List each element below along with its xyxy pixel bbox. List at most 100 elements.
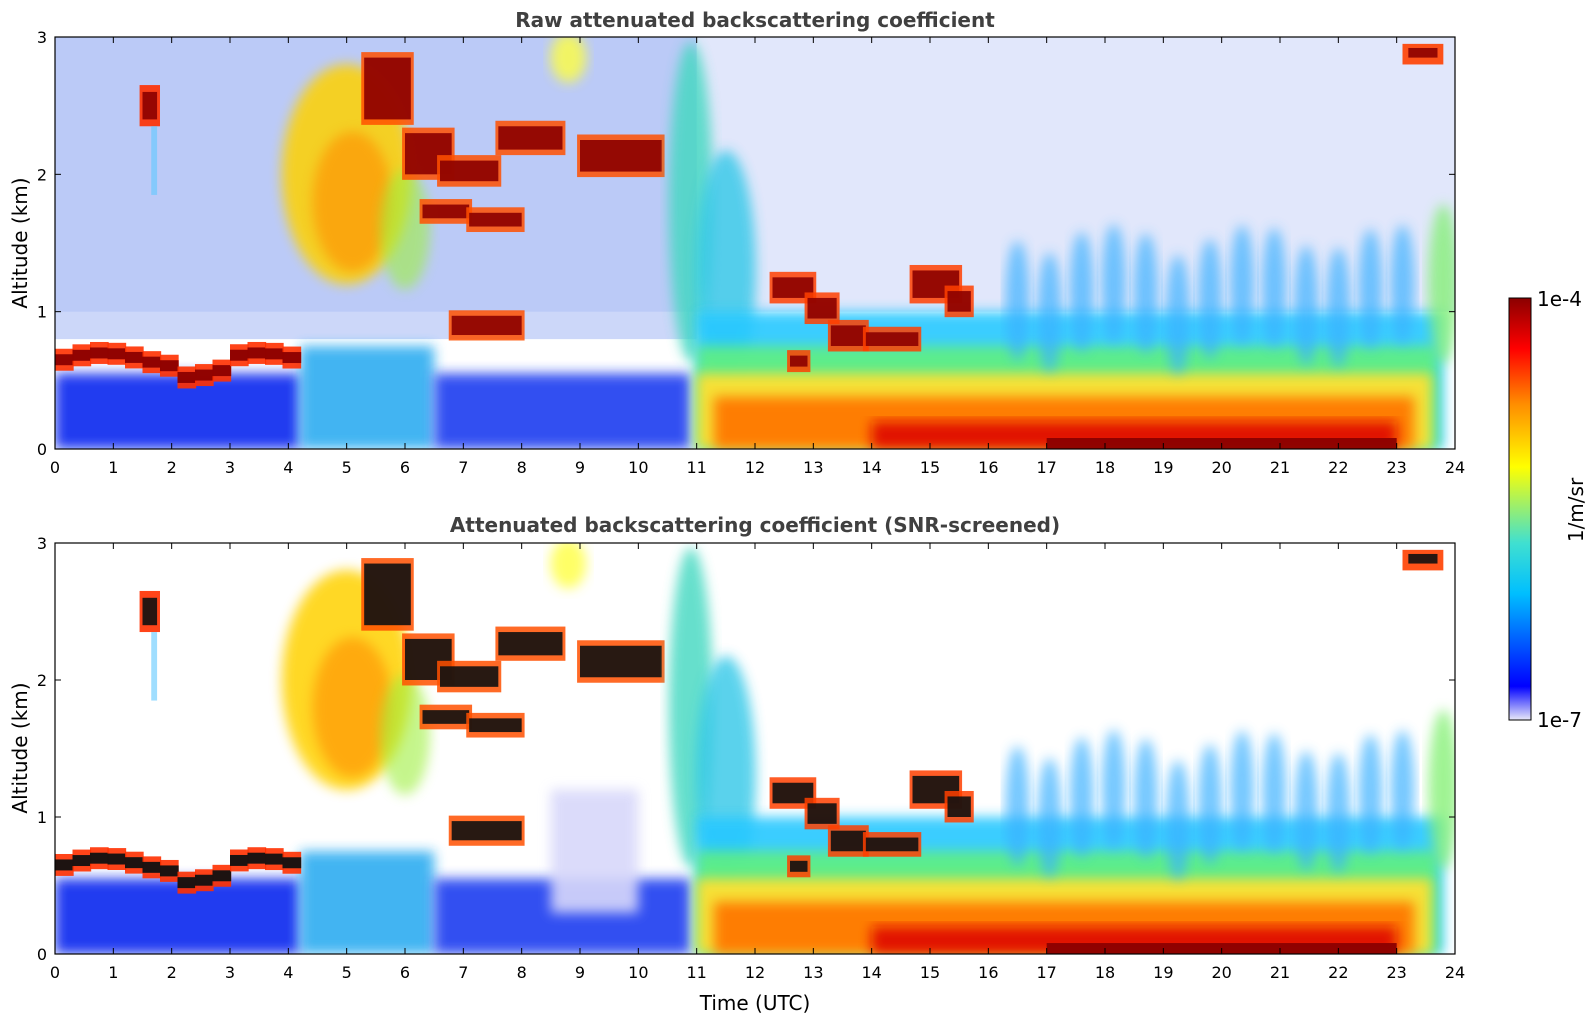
heatmap-cell	[230, 854, 249, 866]
x-tick-label: 18	[1095, 458, 1115, 477]
heatmap-cell	[1069, 231, 1094, 352]
heatmap-cells	[55, 543, 1455, 954]
heatmap-cell	[865, 332, 919, 346]
heatmap-cell	[380, 169, 430, 290]
heatmap-cell	[1037, 757, 1062, 878]
x-tick-label: 19	[1153, 963, 1173, 982]
heatmap-cell	[1262, 227, 1287, 348]
heatmap-cells	[55, 37, 1455, 449]
heatmap-cell	[1326, 247, 1351, 368]
y-tick-label: 0	[37, 440, 47, 459]
heatmap-cell	[865, 837, 919, 852]
heatmap-cell	[434, 373, 691, 449]
heatmap-cell	[1230, 225, 1255, 346]
heatmap-cell	[107, 853, 127, 865]
y-tick-label: 1	[37, 808, 47, 827]
y-tick-label: 3	[37, 534, 47, 553]
heatmap-cell	[195, 369, 214, 381]
heatmap-cell	[1230, 730, 1255, 851]
heatmap-cell	[1133, 738, 1158, 859]
heatmap-area	[55, 37, 1455, 449]
heatmap-cell	[151, 632, 158, 701]
heatmap-cell	[947, 291, 971, 312]
x-tick-label: 12	[745, 963, 765, 982]
heatmap-cell	[300, 346, 435, 449]
x-tick-label: 23	[1386, 963, 1406, 982]
heatmap-cell	[107, 348, 127, 360]
heatmap-cell	[160, 865, 179, 877]
heatmap-cell	[1294, 750, 1319, 871]
x-axis-label: Time (UTC)	[699, 991, 811, 1015]
heatmap-cell	[580, 645, 662, 678]
heatmap-cell	[550, 37, 587, 83]
heatmap-cell	[947, 796, 971, 817]
x-tick-label: 7	[458, 458, 468, 477]
x-tick-label: 8	[517, 458, 527, 477]
heatmap-cell	[498, 632, 563, 656]
heatmap-cell	[1165, 254, 1190, 375]
x-tick-label: 15	[920, 458, 940, 477]
heatmap-cell	[498, 126, 563, 150]
heatmap-cell	[1294, 245, 1319, 366]
heatmap-cell	[247, 852, 267, 864]
x-tick-label: 13	[803, 963, 823, 982]
heatmap-cell	[440, 666, 499, 687]
x-tick-label: 10	[628, 963, 648, 982]
y-tick-label: 2	[37, 671, 47, 690]
x-tick-label: 21	[1270, 963, 1290, 982]
x-tick-label: 8	[517, 963, 527, 982]
heatmap-cell	[1358, 734, 1383, 855]
x-tick-label: 7	[458, 963, 468, 982]
heatmap-cell	[195, 874, 214, 886]
heatmap-cell	[1005, 240, 1030, 361]
x-tick-label: 20	[1211, 458, 1231, 477]
heatmap-cell	[451, 315, 522, 336]
heatmap-cell	[265, 348, 284, 360]
heatmap-cell	[790, 355, 808, 367]
colorbar-min-label: 1e-7	[1537, 708, 1582, 732]
heatmap-cell	[1198, 238, 1222, 359]
heatmap-cell	[177, 877, 197, 889]
heatmap-cell	[1262, 733, 1287, 854]
heatmap-cell	[142, 861, 162, 873]
heatmap-cell	[90, 852, 109, 864]
x-tick-label: 13	[803, 458, 823, 477]
x-tick-label: 17	[1036, 458, 1056, 477]
x-tick-label: 0	[50, 963, 60, 982]
heatmap-cell	[282, 857, 302, 869]
heatmap-cell	[451, 821, 522, 841]
x-tick-label: 21	[1270, 458, 1290, 477]
heatmap-cell	[212, 365, 232, 377]
heatmap-cell	[790, 860, 808, 872]
x-tick-label: 6	[400, 458, 410, 477]
x-tick-label: 5	[342, 458, 352, 477]
x-tick-label: 24	[1445, 963, 1465, 982]
heatmap-cell	[230, 349, 249, 361]
heatmap-cell	[1390, 224, 1415, 345]
heatmap-cell	[469, 212, 522, 227]
heatmap-cell	[265, 853, 284, 865]
heatmap-cell	[142, 91, 158, 120]
heatmap-area	[55, 543, 1455, 954]
heatmap-cell	[364, 57, 411, 120]
heatmap-cell	[1005, 746, 1030, 867]
heatmap-cell	[142, 356, 162, 368]
x-tick-label: 1	[108, 458, 118, 477]
heatmap-cell	[380, 674, 430, 795]
heatmap-cell	[807, 803, 837, 824]
colorbar-unit-label: 1/m/sr	[1564, 477, 1588, 542]
x-tick-label: 22	[1328, 458, 1348, 477]
x-tick-label: 5	[342, 963, 352, 982]
heatmap-cell	[142, 597, 158, 626]
x-tick-label: 11	[686, 458, 706, 477]
y-axis-label: Altitude (km)	[8, 682, 32, 813]
x-tick-label: 1	[108, 963, 118, 982]
x-tick-label: 2	[167, 458, 177, 477]
y-axis-label: Altitude (km)	[8, 177, 32, 308]
x-tick-label: 4	[283, 458, 293, 477]
heatmap-cell	[72, 855, 92, 867]
heatmap-cell	[422, 204, 470, 219]
x-tick-label: 3	[225, 458, 235, 477]
heatmap-cell	[300, 851, 435, 954]
